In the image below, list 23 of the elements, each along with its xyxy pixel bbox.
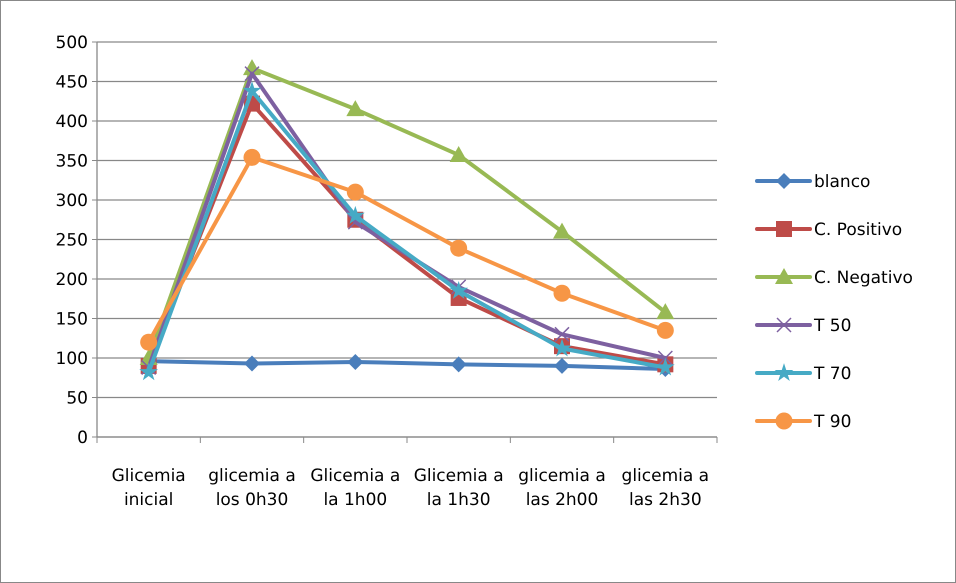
x-tick-label: glicemia a las 2h30 [622, 466, 710, 510]
legend-label: T 50 [813, 316, 852, 336]
x-tick-label: Glicemia a la 1h00 [310, 466, 400, 510]
legend-label: C. Negativo [814, 268, 913, 288]
y-tick-label: 150 [56, 309, 88, 330]
y-tick-label: 250 [56, 230, 88, 250]
y-tick-label: 300 [56, 190, 88, 211]
x-tick-label: glicemia a los 0h30 [208, 466, 296, 510]
y-tick-label: 100 [56, 348, 88, 369]
x-tick-label: Glicemia a la 1h30 [414, 466, 504, 510]
x-tick-label: glicemia a las 2h00 [518, 466, 606, 510]
y-tick-label: 400 [56, 112, 88, 132]
legend-label: T 90 [813, 412, 852, 432]
y-tick-label: 50 [66, 388, 88, 408]
y-tick-label: 450 [56, 72, 88, 92]
x-tick-label: Glicemia inicial [112, 466, 186, 510]
y-tick-label: 500 [56, 32, 88, 53]
y-tick-label: 0 [77, 428, 88, 448]
legend-label: C. Positivo [814, 220, 902, 240]
y-tick-label: 350 [56, 151, 88, 172]
legend-label: T 70 [813, 364, 852, 384]
legend-label: blanco [814, 172, 870, 192]
y-tick-label: 200 [56, 270, 88, 290]
